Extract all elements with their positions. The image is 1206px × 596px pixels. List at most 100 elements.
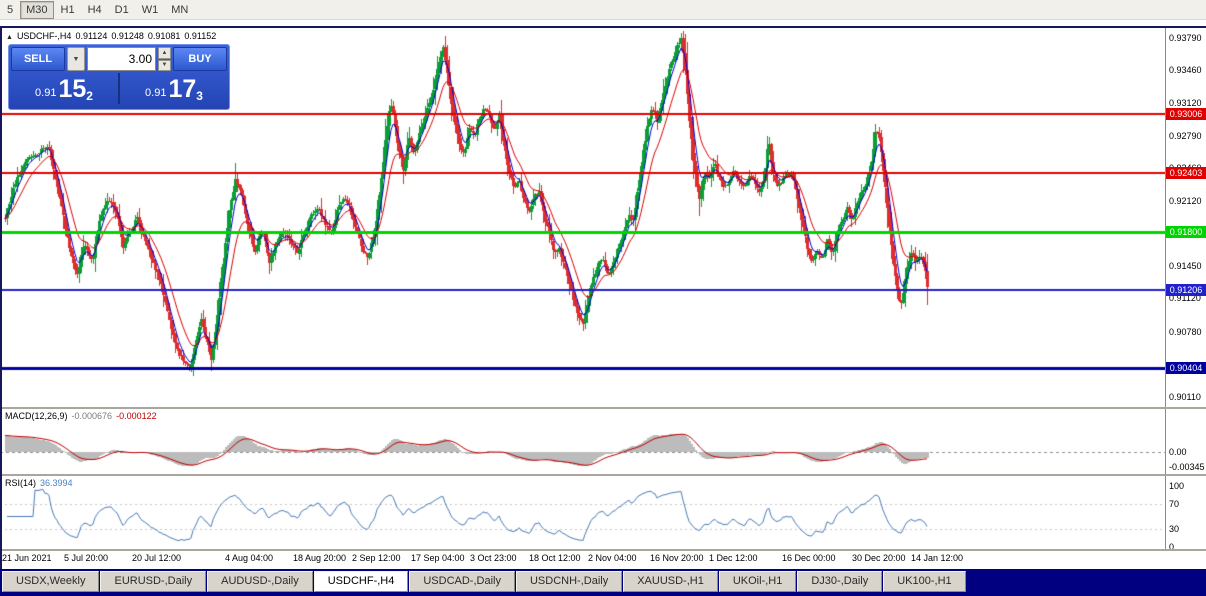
macd-indicator-canvas [0, 409, 1165, 474]
volume-increase-button[interactable]: ▲ [158, 47, 171, 59]
rsi-axis-label: 100 [1169, 481, 1185, 491]
chart-title: USDCHF-,H4 [16, 31, 72, 41]
price-axis-label: 0.93790 [1169, 33, 1202, 43]
panel-splitter[interactable] [0, 407, 1206, 409]
volume-input[interactable] [87, 47, 156, 71]
bid-price-digits: 15 [58, 75, 87, 103]
timeframe-button-m30[interactable]: M30 [20, 0, 54, 19]
ohlc-low: 0.91081 [147, 31, 181, 41]
price-line-badge: 0.90404 [1166, 362, 1206, 375]
chart-tab-usdx-weekly[interactable]: USDX,Weekly [2, 571, 100, 592]
price-axis-label: 0.93120 [1169, 98, 1202, 109]
chart-tab-dj30-daily[interactable]: DJ30-,Daily [797, 571, 883, 592]
time-axis-label: 21 Jun 2021 [2, 553, 52, 563]
ask-price-prefix: 0.91 [145, 87, 167, 99]
volume-decrease-button[interactable]: ▼ [158, 59, 171, 71]
macd-axis-label: 0.00 [1169, 447, 1187, 457]
volume-stepper: ▲ ▼ [158, 47, 171, 71]
panel-splitter[interactable] [0, 549, 1206, 551]
price-line-badge: 0.91206 [1166, 284, 1206, 297]
chart-window-left-border [0, 28, 2, 569]
time-axis-label: 4 Aug 04:00 [225, 553, 274, 563]
chart-tab-bar: USDX,Weekly EURUSD-,Daily AUDUSD-,Daily USD… [0, 569, 1206, 596]
macd-main-value: -0.000676 [71, 411, 113, 421]
macd-signal-value: -0.000122 [116, 411, 157, 421]
buy-button[interactable]: BUY [173, 47, 227, 71]
macd-name: MACD(12,26,9) [5, 411, 68, 421]
bid-price[interactable]: 0.91 15 2 [11, 73, 117, 104]
time-axis-label: 17 Sep 04:00 [411, 553, 465, 563]
ask-price-digits: 17 [168, 75, 197, 103]
bid-price-pip: 2 [86, 89, 93, 103]
rsi-axis-label: 30 [1169, 523, 1180, 534]
time-axis-label: 18 Oct 12:00 [529, 553, 581, 563]
time-axis-label: 3 Oct 23:00 [470, 553, 517, 563]
ohlc-open: 0.91124 [75, 31, 108, 41]
price-axis-label: 0.93460 [1169, 65, 1202, 76]
time-axis-label: 20 Jul 12:00 [132, 553, 182, 563]
chevron-down-icon: ▼ [72, 55, 80, 63]
price-divider [118, 73, 120, 104]
chart-tab-xauusd-h1[interactable]: XAUUSD-,H1 [623, 571, 718, 592]
rsi-value: 36.3994 [40, 478, 73, 488]
ask-price-pip: 3 [196, 89, 203, 103]
panel-splitter[interactable] [0, 474, 1206, 476]
ohlc-high: 0.91248 [111, 31, 144, 41]
macd-axis-label: -0.00345 [1169, 462, 1205, 472]
ask-price[interactable]: 0.91 17 3 [121, 73, 227, 104]
price-axis-label: 0.91450 [1169, 261, 1202, 272]
chart-tab-usdchf-h4[interactable]: USDCHF-,H4 [313, 571, 409, 592]
timeframe-button-h4[interactable]: H4 [87, 3, 102, 16]
rsi-name: RSI(14) [5, 478, 37, 488]
timeframe-toolbar: 5 M30 H1 H4 D1 W1 MN [0, 0, 1206, 20]
chart-tab-row: USDX,Weekly EURUSD-,Daily AUDUSD-,Daily USD… [2, 571, 966, 592]
toolbar-gap [0, 20, 1206, 26]
price-line-badge: 0.92403 [1166, 167, 1206, 180]
rsi-axis-label: 70 [1169, 499, 1180, 510]
timeframe-button-d1[interactable]: D1 [114, 3, 129, 16]
time-axis-label: 5 Jul 20:00 [64, 553, 109, 563]
collapse-panel-icon[interactable]: ▲ [6, 34, 13, 41]
timeframe-bar: 5 M30 H1 H4 D1 W1 MN [1, 0, 195, 19]
price-axis-label: 0.90110 [1169, 392, 1201, 402]
chart-tab-usdcnh-daily[interactable]: USDCNH-,Daily [515, 571, 623, 592]
rsi-label: RSI(14) 36.3994 [5, 478, 73, 488]
price-axis-separator [1165, 28, 1166, 551]
price-axis-label: 0.90780 [1169, 326, 1202, 337]
time-axis-label: 16 Nov 20:00 [650, 553, 704, 563]
ohlc-close: 0.91152 [184, 31, 217, 41]
price-axis-label: 0.92790 [1169, 130, 1202, 141]
price-axis-label: 0.92120 [1169, 195, 1202, 206]
timeframe-button-mn[interactable]: MN [171, 3, 189, 16]
timeframe-button-5[interactable]: 5 [7, 3, 14, 16]
time-axis-label: 1 Dec 12:00 [709, 553, 758, 563]
chart-tab-eurusd-daily[interactable]: EURUSD-,Daily [100, 571, 207, 592]
time-axis-label: 16 Dec 00:00 [782, 553, 836, 563]
timeframe-button-h1[interactable]: H1 [60, 3, 75, 16]
chart-window-top-border [0, 26, 1206, 28]
chevron-down-icon: ▼ [161, 62, 168, 69]
time-axis-label: 30 Dec 20:00 [852, 553, 906, 563]
rsi-indicator-canvas [0, 476, 1165, 549]
chevron-up-icon: ▲ [161, 49, 168, 56]
volume-dropdown-button[interactable]: ▼ [67, 47, 85, 71]
rsi-axis-label: 0 [1169, 542, 1175, 552]
bid-price-prefix: 0.91 [35, 87, 57, 99]
time-axis-label: 2 Sep 12:00 [352, 553, 401, 563]
price-line-badge: 0.91800 [1166, 226, 1206, 239]
time-axis-label: 14 Jan 12:00 [911, 553, 964, 563]
chart-tab-audusd-daily[interactable]: AUDUSD-,Daily [207, 571, 313, 592]
chart-tab-uk100-h1[interactable]: UK100-,H1 [883, 571, 966, 592]
sell-button[interactable]: SELL [11, 47, 65, 71]
price-axis-label: 0.91120 [1169, 293, 1201, 304]
chart-tab-usdcad-daily[interactable]: USDCAD-,Daily [409, 571, 515, 592]
timeframe-button-w1[interactable]: W1 [141, 3, 159, 16]
price-line-badge: 0.93006 [1166, 108, 1206, 121]
macd-label: MACD(12,26,9) -0.000676 -0.000122 [5, 411, 157, 421]
chart-ohlc-header: ▲ USDCHF-,H4 0.91124 0.91248 0.91081 0.91152 [6, 31, 220, 41]
time-axis-label: 18 Aug 20:00 [293, 553, 347, 563]
time-axis-label: 2 Nov 04:00 [588, 553, 637, 563]
chart-tab-ukoil-h1[interactable]: UKOil-,H1 [718, 571, 797, 592]
